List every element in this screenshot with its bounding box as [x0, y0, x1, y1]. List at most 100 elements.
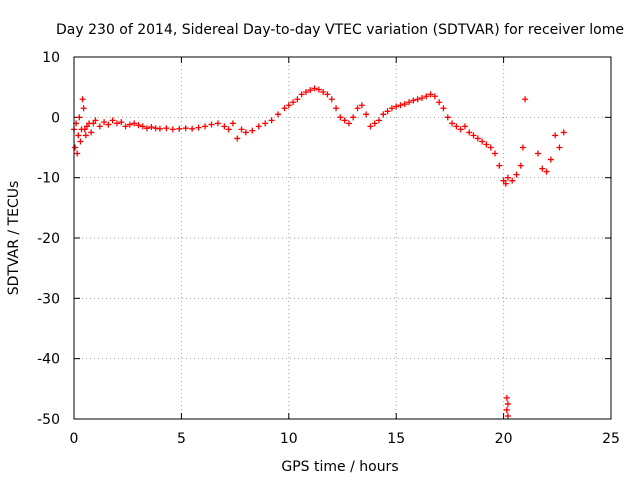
data-point — [109, 117, 116, 124]
data-point — [113, 120, 120, 127]
data-point — [341, 117, 348, 124]
data-point — [337, 114, 344, 121]
data-point — [182, 125, 189, 132]
x-axis-label: GPS time / hours — [281, 459, 398, 475]
plot-frame — [73, 56, 612, 420]
data-point — [290, 99, 297, 106]
data-point — [234, 135, 241, 142]
y-tick-label: 0 — [51, 110, 60, 126]
data-point — [388, 105, 395, 112]
data-point — [504, 174, 511, 181]
x-tick-label: 15 — [387, 431, 405, 447]
data-point — [371, 120, 378, 127]
data-point — [380, 111, 387, 118]
data-point — [393, 103, 400, 110]
x-tick-label: 25 — [602, 431, 620, 447]
data-point — [176, 125, 183, 132]
data-point — [80, 105, 87, 112]
data-point — [156, 125, 163, 132]
data-point — [358, 102, 365, 109]
data-point — [324, 91, 331, 98]
data-point — [483, 141, 490, 148]
data-point — [122, 123, 129, 130]
data-point — [76, 114, 83, 121]
data-point — [363, 111, 370, 118]
data-point — [83, 123, 90, 130]
y-axis-label: SDTVAR / TECUs — [6, 181, 22, 296]
data-point — [90, 120, 97, 127]
data-point — [401, 101, 408, 108]
data-point — [449, 120, 456, 127]
data-point — [552, 132, 559, 139]
data-point — [242, 129, 249, 136]
data-point — [560, 129, 567, 136]
data-point — [431, 93, 438, 100]
data-point — [376, 117, 383, 124]
data-point — [315, 86, 322, 93]
y-tick-label: 10 — [42, 50, 60, 66]
y-tick-labels: 10 0 -10 -20 -30 -40 -50 — [37, 50, 60, 428]
x-tick-label: 0 — [70, 431, 79, 447]
data-point — [466, 129, 473, 136]
y-tick-label: -40 — [37, 352, 60, 368]
data-point — [354, 105, 361, 112]
data-point — [470, 132, 477, 139]
data-point — [423, 93, 430, 100]
data-point — [249, 127, 256, 134]
data-point — [461, 123, 468, 130]
data-point — [453, 123, 460, 130]
data-point — [221, 123, 228, 130]
data-point — [503, 406, 510, 413]
x-tick-label: 20 — [495, 431, 513, 447]
data-point — [169, 126, 176, 133]
data-point — [79, 96, 86, 103]
data-point — [320, 88, 327, 95]
data-point — [367, 123, 374, 130]
x-tick-label: 10 — [280, 431, 298, 447]
data-point — [397, 102, 404, 109]
data-point — [74, 150, 81, 157]
data-point — [311, 85, 318, 92]
data-point — [214, 120, 221, 127]
data-point — [534, 150, 541, 157]
data-point — [503, 394, 510, 401]
data-point — [444, 114, 451, 121]
data-point — [281, 105, 288, 112]
data-point — [189, 125, 196, 132]
data-point — [285, 102, 292, 109]
data-point — [88, 129, 95, 136]
data-point — [77, 138, 84, 145]
data-point — [350, 114, 357, 121]
data-point — [440, 105, 447, 112]
data-point — [436, 99, 443, 106]
data-point — [195, 124, 202, 131]
data-point — [427, 91, 434, 98]
data-point — [96, 123, 103, 130]
grid-lines — [74, 57, 611, 419]
data-point — [131, 120, 138, 127]
data-point — [302, 88, 309, 95]
data-point — [522, 96, 529, 103]
data-point — [81, 126, 88, 133]
data-point — [543, 168, 550, 175]
data-point — [556, 144, 563, 151]
data-point — [72, 144, 79, 151]
data-point — [517, 162, 524, 169]
data-points — [71, 85, 567, 419]
data-point — [229, 120, 236, 127]
data-point — [294, 96, 301, 103]
data-point — [410, 97, 417, 104]
x-tick-label: 5 — [177, 431, 186, 447]
data-point — [163, 125, 170, 132]
data-point — [75, 132, 82, 139]
data-point — [479, 138, 486, 145]
y-tick-label: -20 — [37, 231, 60, 247]
data-point — [148, 123, 155, 130]
data-point — [509, 177, 516, 184]
y-tick-label: -50 — [37, 412, 60, 428]
chart-title: Day 230 of 2014, Sidereal Day-to-day VTE… — [56, 22, 624, 38]
data-point — [418, 95, 425, 102]
data-point — [298, 91, 305, 98]
